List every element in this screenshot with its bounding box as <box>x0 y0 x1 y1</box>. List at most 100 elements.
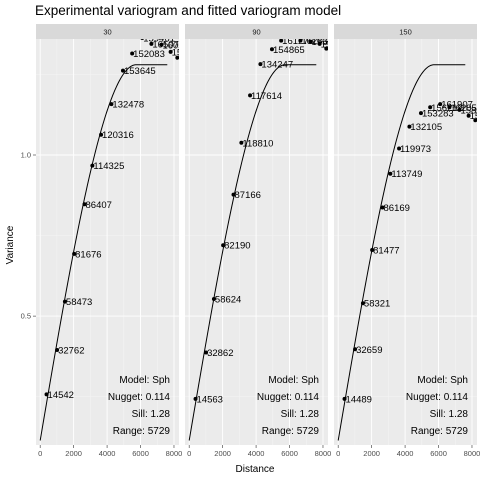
panel-plot-area: 14542 32762 58473 81676 86407 114325 120316 132… <box>36 39 210 445</box>
data-point <box>109 102 114 107</box>
facet-strip <box>334 24 477 39</box>
data-point <box>298 39 303 43</box>
data-point <box>211 297 216 302</box>
data-point <box>269 47 274 52</box>
x-tick-label: 0 <box>336 449 340 458</box>
x-tick-label: 4000 <box>99 449 116 458</box>
x-tick-label: 6000 <box>132 449 149 458</box>
data-label: 156212 <box>431 103 463 114</box>
data-label: 159924 <box>321 39 353 50</box>
data-point <box>407 124 412 129</box>
y-axis-title: Variance <box>5 225 16 264</box>
data-label: 152181 <box>172 47 204 58</box>
data-point <box>130 51 135 56</box>
data-point <box>447 105 452 110</box>
x-tick-label: 2000 <box>214 449 231 458</box>
data-label: 32862 <box>207 348 233 359</box>
x-axis-title: Distance <box>236 464 275 475</box>
x-tick-label: 4000 <box>248 449 265 458</box>
data-label: 154865 <box>273 45 305 56</box>
data-label: 32762 <box>58 345 84 356</box>
facet-panels: 0.51.03014542327625847381676864071143251… <box>21 24 480 458</box>
y-tick-label: 1.0 <box>21 151 31 160</box>
data-point <box>258 62 263 67</box>
fitted-model-line <box>188 64 317 441</box>
data-label: 14489 <box>346 394 372 405</box>
x-tick-label: 8000 <box>166 449 183 458</box>
data-label: 81477 <box>373 246 399 257</box>
nugget-info-label: Nugget: 0.114 <box>406 392 469 403</box>
data-point <box>388 171 393 176</box>
data-label: 58321 <box>364 299 390 310</box>
data-label: 132478 <box>112 100 144 111</box>
data-label: 86169 <box>384 203 410 214</box>
data-point <box>397 146 402 151</box>
x-tick-label: 8000 <box>315 449 332 458</box>
data-point <box>438 102 443 107</box>
data-point <box>370 248 375 253</box>
facet-strip <box>185 24 328 39</box>
x-tick-label: 2000 <box>363 449 380 458</box>
x-tick-label: 0 <box>38 449 42 458</box>
facet-strip-label: 30 <box>103 28 111 37</box>
chart-title: Experimental variogram and fitted variog… <box>35 3 341 18</box>
data-point <box>44 392 49 397</box>
x-tick-label: 6000 <box>281 449 298 458</box>
data-point <box>231 192 236 197</box>
nugget-info-label: Nugget: 0.114 <box>257 392 320 403</box>
data-label: 32659 <box>356 345 382 356</box>
data-point <box>221 243 226 248</box>
data-point <box>99 132 104 137</box>
data-point <box>204 350 209 355</box>
data-label: 165073 <box>152 39 184 50</box>
data-label: 134247 <box>261 60 293 71</box>
data-label: 153641 <box>327 44 359 55</box>
data-label: 167475 <box>292 31 324 42</box>
data-label: 160507 <box>162 40 194 51</box>
facet-panel-90: 9014563328625862482190871661188101176141… <box>185 24 359 458</box>
data-label: 113749 <box>391 169 422 180</box>
model-info-label: Model: Sph <box>417 375 468 386</box>
data-label: 132105 <box>410 122 442 133</box>
data-label: 87166 <box>235 190 261 201</box>
x-tick-label: 8000 <box>464 449 480 458</box>
x-tick-label: 6000 <box>430 449 447 458</box>
data-point <box>193 396 198 401</box>
data-point <box>72 251 77 256</box>
facet-strip-label: 150 <box>399 28 412 37</box>
data-point <box>239 140 244 145</box>
fitted-model-line <box>337 64 466 441</box>
sill-info-label: Sill: 1.28 <box>281 409 320 420</box>
data-point <box>149 41 154 46</box>
data-point <box>90 163 95 168</box>
data-label: 118810 <box>242 138 273 149</box>
data-point <box>140 39 144 41</box>
data-point <box>62 299 67 304</box>
data-label: 161275 <box>282 36 314 47</box>
x-tick-label: 0 <box>187 449 191 458</box>
facet-panel-150: 150 14489 32659 58321 81477 86169 113749 119973… <box>334 24 480 458</box>
data-point <box>159 42 164 47</box>
range-info-label: Range: 5729 <box>411 426 469 437</box>
panel-plot-area: 14563 32862 58624 82190 87166 118810 117614 134… <box>185 31 359 445</box>
model-info-label: Model: Sph <box>268 375 319 386</box>
range-info-label: Range: 5729 <box>262 426 320 437</box>
data-label: 158668 <box>460 105 480 116</box>
data-label: 162055 <box>450 103 480 114</box>
data-point <box>55 347 60 352</box>
data-point <box>324 46 328 51</box>
data-label: 161907 <box>441 100 473 111</box>
data-label: 153645 <box>124 66 156 77</box>
data-label: 120316 <box>102 130 134 141</box>
data-label: 152083 <box>133 49 165 60</box>
data-label: 119973 <box>400 144 431 155</box>
data-label: 153312 <box>470 111 480 122</box>
facet-strip <box>36 24 179 39</box>
data-point <box>466 113 471 118</box>
data-label: 153283 <box>422 109 454 120</box>
data-label: 152196 <box>178 53 210 64</box>
data-label: 117614 <box>251 91 282 102</box>
sill-info-label: Sill: 1.28 <box>132 409 171 420</box>
model-info-label: Model: Sph <box>119 375 170 386</box>
data-label: 151995 <box>476 116 480 127</box>
